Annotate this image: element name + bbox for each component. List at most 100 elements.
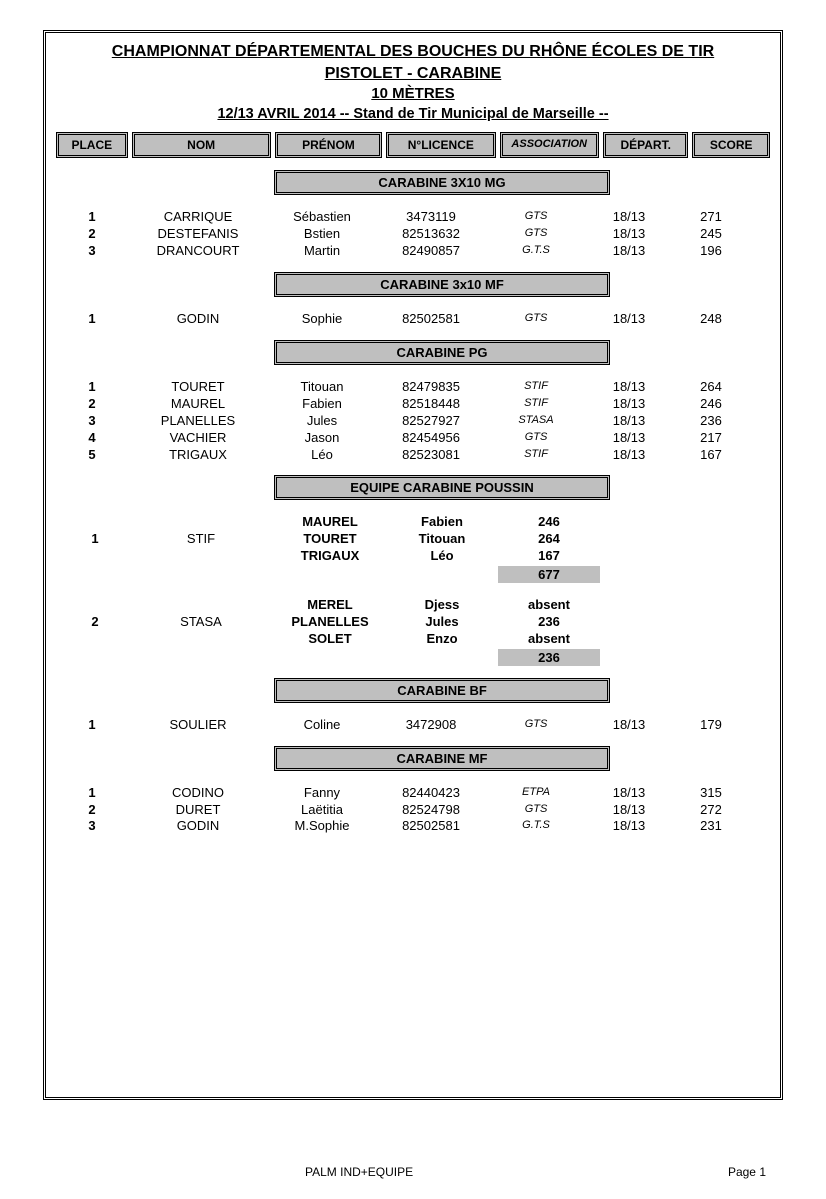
- cell-depart: 18/13: [586, 430, 672, 447]
- team-member-prenom: Titouan: [386, 531, 498, 548]
- cell-place: 2: [56, 226, 128, 243]
- team-row: 2STASAPLANELLESJules236: [56, 614, 770, 631]
- cell-score: 236: [672, 413, 750, 430]
- cell-score: 246: [672, 396, 750, 413]
- cell-association: STIF: [486, 379, 586, 396]
- table-row: 2MAURELFabien82518448STIF18/13246: [56, 396, 770, 413]
- cell-prenom: Fanny: [268, 785, 376, 802]
- team-spacer: [56, 631, 274, 648]
- cell-prenom: Bstien: [268, 226, 376, 243]
- team-place: 2: [59, 614, 131, 631]
- result-rows: 1SOULIERColine3472908GTS18/13179: [56, 717, 770, 734]
- team-member-prenom: Jules: [386, 614, 498, 631]
- cell-prenom: Fabien: [268, 396, 376, 413]
- sections-container: CARABINE 3X10 MG1CARRIQUESébastien347311…: [56, 170, 770, 835]
- cell-place: 1: [56, 209, 128, 226]
- team-member-nom: TOURET: [274, 531, 386, 548]
- result-rows: 1GODINSophie82502581GTS18/13248: [56, 311, 770, 328]
- team-row: MERELDjessabsent: [56, 597, 770, 614]
- cell-prenom: Sébastien: [268, 209, 376, 226]
- team-member-score: 167: [498, 548, 600, 565]
- cell-nom: DRANCOURT: [128, 243, 268, 260]
- team-place: 1: [59, 531, 131, 548]
- cell-licence: 82513632: [376, 226, 486, 243]
- team-block: MERELDjessabsent2STASAPLANELLESJules 236S…: [56, 597, 770, 666]
- team-member-nom: MEREL: [274, 597, 386, 614]
- page-frame: CHAMPIONNAT DÉPARTEMENTAL DES BOUCHES DU…: [43, 30, 783, 1100]
- column-header-row: PLACE NOM PRÉNOM N°LICENCE ASSOCIATION D…: [56, 132, 770, 158]
- category-banner: CARABINE 3x10 MF: [274, 272, 610, 297]
- cell-prenom: Coline: [268, 717, 376, 734]
- cell-licence: 82490857: [376, 243, 486, 260]
- cell-nom: GODIN: [128, 818, 268, 835]
- cell-nom: TOURET: [128, 379, 268, 396]
- team-club: STIF: [131, 531, 271, 548]
- team-place-club: 1STIF: [56, 531, 274, 548]
- cell-licence: 3473119: [376, 209, 486, 226]
- cell-nom: DESTEFANIS: [128, 226, 268, 243]
- category-banner: CARABINE MF: [274, 746, 610, 771]
- team-total: 677: [498, 566, 600, 583]
- cell-nom: DURET: [128, 802, 268, 819]
- table-row: 3PLANELLESJules82527927STASA18/13236: [56, 413, 770, 430]
- team-member-nom: MAUREL: [274, 514, 386, 531]
- cell-depart: 18/13: [586, 785, 672, 802]
- team-total: 236: [498, 649, 600, 666]
- team-member-score: absent: [498, 631, 600, 648]
- result-rows: 1CODINOFanny82440423ETPA18/133152DURETLa…: [56, 785, 770, 836]
- cell-nom: CARRIQUE: [128, 209, 268, 226]
- team-member-score: 264: [498, 531, 600, 548]
- team-spacer: [56, 548, 274, 565]
- cell-association: GTS: [486, 311, 586, 328]
- team-row: SOLETEnzoabsent: [56, 631, 770, 648]
- team-row: 1STIFTOURETTitouan264: [56, 531, 770, 548]
- cell-association: GTS: [486, 802, 586, 819]
- cell-nom: MAUREL: [128, 396, 268, 413]
- col-prenom: PRÉNOM: [275, 132, 382, 158]
- team-spacer: [56, 597, 274, 614]
- cell-depart: 18/13: [586, 209, 672, 226]
- cell-place: 2: [56, 802, 128, 819]
- title-line-1: CHAMPIONNAT DÉPARTEMENTAL DES BOUCHES DU…: [56, 41, 770, 63]
- title-line-3: 10 MÈTRES: [56, 84, 770, 104]
- category-banner: CARABINE 3X10 MG: [274, 170, 610, 195]
- team-row: TRIGAUXLéo167: [56, 548, 770, 565]
- cell-score: 167: [672, 447, 750, 464]
- cell-association: STIF: [486, 447, 586, 464]
- cell-association: GTS: [486, 430, 586, 447]
- team-member-nom: PLANELLES: [274, 614, 386, 631]
- team-place-club: 2STASA: [56, 614, 274, 631]
- cell-prenom: Laëtitia: [268, 802, 376, 819]
- team-row: MAURELFabien246: [56, 514, 770, 531]
- cell-prenom: Sophie: [268, 311, 376, 328]
- cell-place: 1: [56, 717, 128, 734]
- cell-place: 3: [56, 243, 128, 260]
- cell-depart: 18/13: [586, 413, 672, 430]
- cell-depart: 18/13: [586, 802, 672, 819]
- title-line-2: PISTOLET - CARABINE: [56, 63, 770, 85]
- cell-depart: 18/13: [586, 818, 672, 835]
- cell-nom: CODINO: [128, 785, 268, 802]
- cell-licence: 82454956: [376, 430, 486, 447]
- cell-association: GTS: [486, 717, 586, 734]
- cell-licence: 82502581: [376, 818, 486, 835]
- cell-place: 4: [56, 430, 128, 447]
- team-member-prenom: Léo: [386, 548, 498, 565]
- cell-place: 3: [56, 818, 128, 835]
- team-block: MAURELFabien2461STIFTOURETTitouan264TRIG…: [56, 514, 770, 583]
- cell-association: STIF: [486, 396, 586, 413]
- table-row: 4VACHIERJason82454956GTS18/13217: [56, 430, 770, 447]
- team-member-prenom: Fabien: [386, 514, 498, 531]
- cell-licence: 82523081: [376, 447, 486, 464]
- col-licence: N°LICENCE: [386, 132, 495, 158]
- cell-depart: 18/13: [586, 396, 672, 413]
- team-member-score: absent: [498, 597, 600, 614]
- cell-prenom: Titouan: [268, 379, 376, 396]
- category-banner: EQUIPE CARABINE POUSSIN: [274, 475, 610, 500]
- cell-depart: 18/13: [586, 226, 672, 243]
- cell-nom: TRIGAUX: [128, 447, 268, 464]
- cell-nom: SOULIER: [128, 717, 268, 734]
- cell-score: 196: [672, 243, 750, 260]
- title-block: CHAMPIONNAT DÉPARTEMENTAL DES BOUCHES DU…: [56, 41, 770, 122]
- team-member-prenom: Enzo: [386, 631, 498, 648]
